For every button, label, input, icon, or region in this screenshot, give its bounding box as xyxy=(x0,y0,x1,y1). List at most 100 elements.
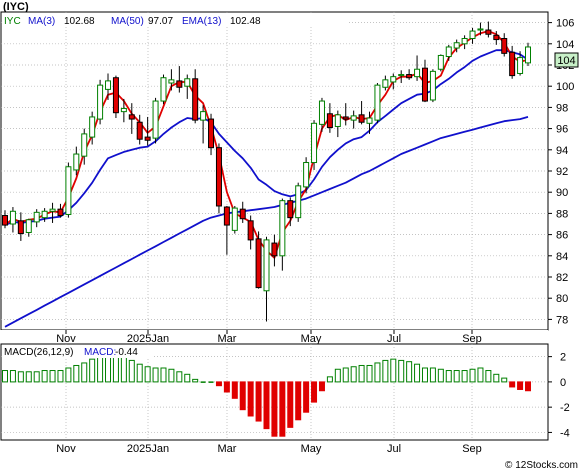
candle-body xyxy=(208,118,215,149)
candle xyxy=(112,75,119,118)
candle xyxy=(390,73,397,90)
macd-bar xyxy=(429,367,436,383)
candle xyxy=(461,35,468,50)
candle-body xyxy=(223,206,230,226)
candle xyxy=(318,97,325,132)
candle-body xyxy=(429,70,436,101)
macd-legend-bg xyxy=(2,345,152,358)
x-tick-label-bottom: Sep xyxy=(462,443,482,455)
candle xyxy=(247,215,254,250)
candle xyxy=(509,45,516,79)
candle-body xyxy=(445,46,452,58)
candle-body xyxy=(255,238,262,289)
candle-body xyxy=(97,84,104,120)
candle xyxy=(358,101,365,125)
candle-body xyxy=(461,38,468,45)
x-tick-label-bottom: May xyxy=(301,443,322,455)
legend-ma50-value: 97.07 xyxy=(148,16,173,27)
macd-bar xyxy=(509,381,516,388)
candle-body xyxy=(105,80,112,90)
macd-bar xyxy=(318,381,325,392)
macd-bar xyxy=(271,381,278,437)
macd-bar xyxy=(136,363,143,383)
candle xyxy=(326,103,333,133)
x-axis-band xyxy=(0,330,548,344)
x-tick-label-bottom: Jul xyxy=(387,443,401,455)
macd-bar xyxy=(501,377,508,383)
candle xyxy=(374,83,381,124)
candle xyxy=(263,236,270,322)
macd-bar xyxy=(208,381,214,383)
candle xyxy=(49,202,56,223)
candle xyxy=(445,44,452,61)
candle xyxy=(437,54,444,72)
candle xyxy=(73,146,80,176)
macd-bar xyxy=(453,370,460,383)
candle-body xyxy=(421,67,428,102)
macd-bar xyxy=(89,358,96,383)
legend-ma3-label: MA(3) xyxy=(28,16,55,27)
candle xyxy=(453,39,460,53)
macd-bar xyxy=(366,364,373,383)
candle xyxy=(334,110,341,138)
legend-ticker: IYC xyxy=(4,16,21,27)
macd-bar xyxy=(469,368,476,383)
price-y-tick-label: 86 xyxy=(556,230,568,242)
candle-body xyxy=(398,74,405,77)
candle-body xyxy=(453,42,460,49)
candle xyxy=(271,234,278,267)
macd-bar xyxy=(485,370,492,383)
macd-bar xyxy=(168,368,175,383)
macd-bar xyxy=(390,358,397,383)
candle-body xyxy=(128,114,135,120)
candle-body xyxy=(271,242,278,257)
macd-value: -0.44 xyxy=(115,347,138,358)
candle xyxy=(2,210,8,229)
candle xyxy=(200,105,207,144)
macd-bar xyxy=(311,381,318,403)
macd-bar xyxy=(81,362,88,383)
macd-bar xyxy=(287,381,294,428)
candle xyxy=(485,21,492,38)
candle-body xyxy=(65,166,72,215)
macd-bar xyxy=(120,356,127,383)
macd-bar xyxy=(295,381,302,421)
price-y-tick-label: 78 xyxy=(556,314,568,326)
macd-bar xyxy=(57,370,64,383)
candle-body xyxy=(374,84,381,121)
candle xyxy=(501,33,508,57)
candle xyxy=(168,69,175,91)
candle xyxy=(128,103,135,134)
candle-body xyxy=(49,208,56,212)
candle xyxy=(160,74,167,105)
candle-body xyxy=(350,115,357,121)
candle-body xyxy=(200,111,207,121)
x-tick-label: 2025Jan xyxy=(127,333,169,345)
candle xyxy=(120,98,127,123)
macd-bar xyxy=(160,367,167,383)
candle xyxy=(406,69,413,80)
candle-body xyxy=(192,78,199,121)
candle xyxy=(239,201,246,223)
macd-bar xyxy=(525,381,531,392)
candle-body xyxy=(390,76,397,83)
candle-body xyxy=(112,77,119,114)
price-legend: IYC MA(3) 102.68 MA(50) 97.07 EMA(13) 10… xyxy=(3,13,348,27)
macd-bar xyxy=(2,370,8,383)
x-tick-label: May xyxy=(301,333,322,345)
candle xyxy=(517,51,524,76)
candle-body xyxy=(57,208,64,217)
candle xyxy=(342,103,349,126)
candle xyxy=(231,205,238,234)
macd-y-tick-label: 2 xyxy=(560,352,566,364)
candle xyxy=(469,27,476,44)
macd-bar xyxy=(342,367,349,383)
candle-body xyxy=(525,46,531,64)
macd-bar xyxy=(382,359,389,383)
candle-body xyxy=(215,147,222,207)
macd-bar xyxy=(445,370,452,383)
candle-body xyxy=(33,211,40,223)
price-y-tick-label: 84 xyxy=(556,251,568,263)
macd-label: MACD(26,12,9) xyxy=(4,347,73,358)
macd-bar xyxy=(65,367,72,383)
